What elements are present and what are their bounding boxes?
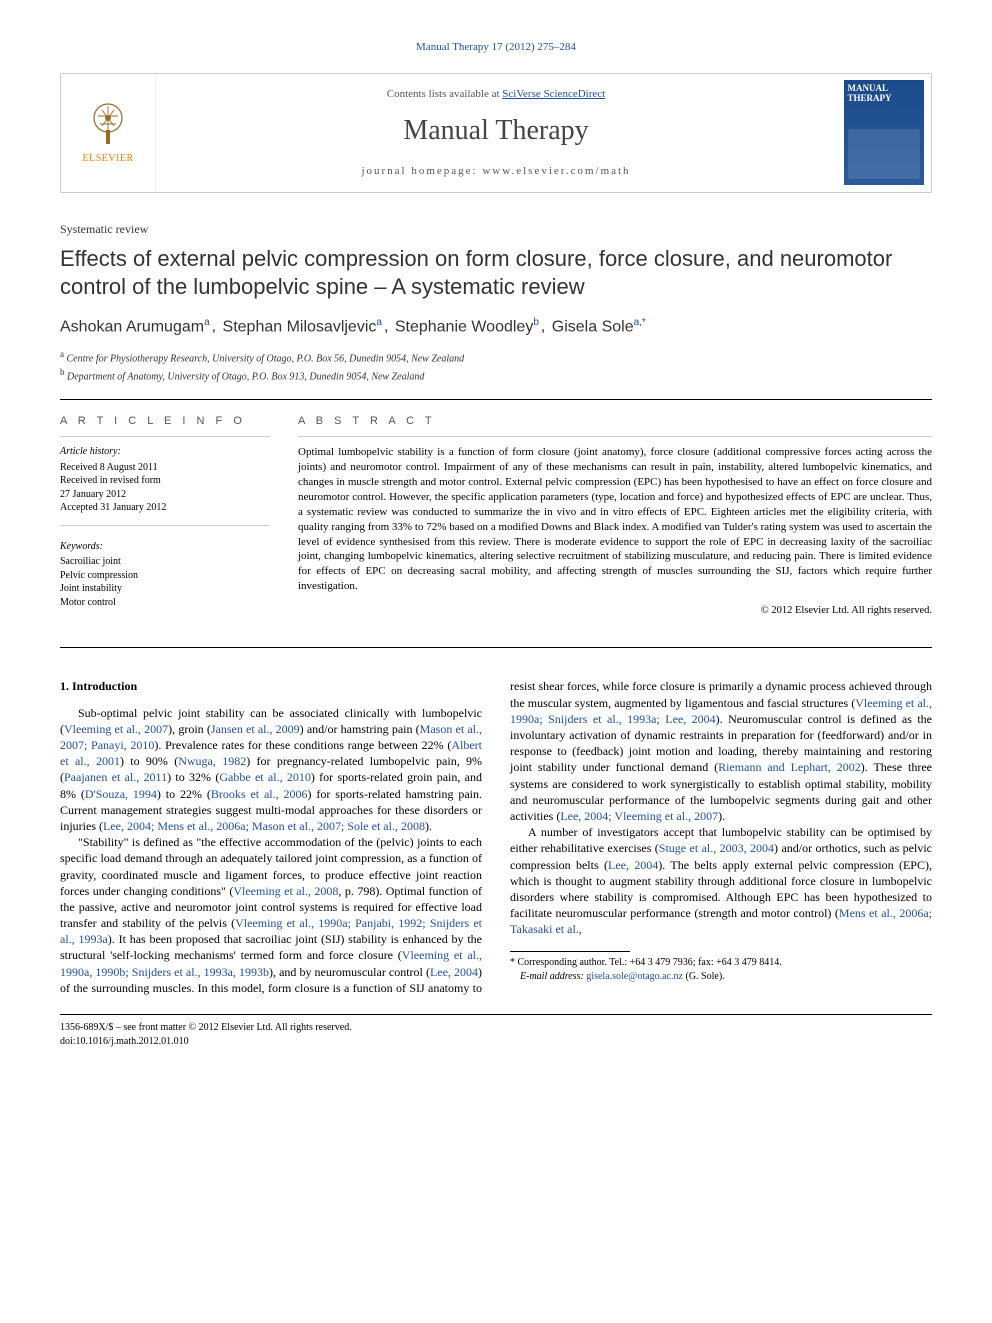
footer-left: 1356-689X/$ – see front matter © 2012 El… <box>60 1021 352 1048</box>
history-line-1: Received 8 August 2011 <box>60 461 270 475</box>
masthead: ELSEVIER Contents lists available at Sci… <box>60 73 932 193</box>
keyword-2: Pelvic compression <box>60 569 270 583</box>
email-who: (G. Sole). <box>683 971 725 982</box>
homepage-prefix: journal homepage: <box>361 165 482 177</box>
abstract: A B S T R A C T Optimal lumbopelvic stab… <box>298 414 932 634</box>
keyword-3: Joint instability <box>60 582 270 596</box>
journal-cover-thumb: MANUAL THERAPY <box>844 80 924 185</box>
footer-front-matter: 1356-689X/$ – see front matter © 2012 El… <box>60 1021 352 1035</box>
keyword-1: Sacroiliac joint <box>60 555 270 569</box>
cite-11[interactable]: Vleeming et al., 2008 <box>233 884 338 898</box>
footnote-separator <box>510 951 630 952</box>
history-line-3: 27 January 2012 <box>60 488 270 502</box>
cite-6[interactable]: Paajanen et al., 2011 <box>64 770 167 784</box>
cite-14[interactable]: Lee, 2004 <box>430 965 478 979</box>
author-1: Ashokan Arumugam <box>60 318 204 335</box>
cite-1[interactable]: Vleeming et al., 2007 <box>64 722 168 736</box>
keyword-4: Motor control <box>60 596 270 610</box>
cite-9[interactable]: Brooks et al., 2006 <box>211 787 308 801</box>
corresponding-email[interactable]: gisela.sole@otago.ac.nz <box>586 971 683 982</box>
keywords-label: Keywords: <box>60 540 270 554</box>
author-2: Stephan Milosavljevic <box>223 318 377 335</box>
article-info: A R T I C L E I N F O Article history: R… <box>60 414 270 634</box>
author-list: Ashokan Arumugama, Stephan Milosavljevic… <box>60 316 932 338</box>
article-history-block: Article history: Received 8 August 2011 … <box>60 445 270 526</box>
masthead-center: Contents lists available at SciVerse Sci… <box>156 74 836 192</box>
keywords-block: Keywords: Sacroiliac joint Pelvic compre… <box>60 540 270 620</box>
cite-18[interactable]: Stuge et al., 2003, 2004 <box>659 841 774 855</box>
info-rule-1 <box>60 436 270 437</box>
cite-19[interactable]: Lee, 2004 <box>608 858 658 872</box>
t: ). <box>718 809 725 823</box>
cite-7[interactable]: Gabbe et al., 2010 <box>219 770 311 784</box>
history-line-2: Received in revised form <box>60 474 270 488</box>
cite-5[interactable]: Nwuga, 1982 <box>178 754 246 768</box>
publisher-logo-block: ELSEVIER <box>61 74 156 192</box>
t: ). <box>425 819 432 833</box>
abstract-heading: A B S T R A C T <box>298 414 932 429</box>
cite-8[interactable]: D'Souza, 1994 <box>85 787 157 801</box>
rule-bottom <box>60 647 932 648</box>
affiliations: a Centre for Physiotherapy Research, Uni… <box>60 348 932 385</box>
email-label: E-mail address: <box>520 971 586 982</box>
author-3-aff: b <box>533 317 539 328</box>
abstract-text: Optimal lumbopelvic stability is a funct… <box>298 445 932 593</box>
history-line-4: Accepted 31 January 2012 <box>60 501 270 515</box>
author-4-aff: a,* <box>634 317 646 328</box>
abstract-copyright: © 2012 Elsevier Ltd. All rights reserved… <box>298 604 932 618</box>
elsevier-tree-icon <box>84 100 132 148</box>
author-1-aff: a <box>204 317 210 328</box>
journal-homepage: journal homepage: www.elsevier.com/math <box>361 164 630 179</box>
journal-name: Manual Therapy <box>403 112 588 150</box>
header-citation: Manual Therapy 17 (2012) 275–284 <box>60 40 932 55</box>
t: ). Prevalence rates for these conditions… <box>154 738 451 752</box>
footnotes: * Corresponding author. Tel.: +64 3 479 … <box>510 956 932 983</box>
intro-para-1: Sub-optimal pelvic joint stability can b… <box>60 705 482 835</box>
contents-prefix: Contents lists available at <box>387 88 502 100</box>
intro-para-3: A number of investigators accept that lu… <box>510 824 932 937</box>
history-label: Article history: <box>60 445 270 459</box>
cover-thumb-block: MANUAL THERAPY <box>836 74 931 192</box>
footer-bar: 1356-689X/$ – see front matter © 2012 El… <box>60 1014 932 1048</box>
author-2-aff: a <box>376 317 382 328</box>
corresponding-author: * Corresponding author. Tel.: +64 3 479 … <box>510 956 932 970</box>
footer-doi: doi:10.1016/j.math.2012.01.010 <box>60 1035 352 1049</box>
t: ) to 22% ( <box>157 787 211 801</box>
cite-2[interactable]: Jansen et al., 2009 <box>211 722 300 736</box>
t: ) to 90% ( <box>120 754 178 768</box>
t: ). It has been proposed that sacroiliac … <box>108 932 403 946</box>
affiliation-b-text: Department of Anatomy, University of Ota… <box>67 372 424 383</box>
info-abstract-row: A R T I C L E I N F O Article history: R… <box>60 414 932 634</box>
sciencedirect-link[interactable]: SciVerse ScienceDirect <box>502 88 605 100</box>
corresponding-email-line: E-mail address: gisela.sole@otago.ac.nz … <box>510 970 932 984</box>
cite-17[interactable]: Lee, 2004; Vleeming et al., 2007 <box>560 809 718 823</box>
cite-10[interactable]: Lee, 2004; Mens et al., 2006a; Mason et … <box>103 819 425 833</box>
cover-thumb-title: MANUAL THERAPY <box>848 84 920 104</box>
cite-16[interactable]: Riemann and Lephart, 2002 <box>718 760 861 774</box>
affiliation-b: b Department of Anatomy, University of O… <box>60 366 932 384</box>
rule-top <box>60 399 932 400</box>
t: ), groin ( <box>168 722 211 736</box>
affiliation-a: a Centre for Physiotherapy Research, Uni… <box>60 348 932 366</box>
contents-line: Contents lists available at SciVerse Sci… <box>387 87 605 102</box>
affiliation-a-text: Centre for Physiotherapy Research, Unive… <box>67 353 465 364</box>
body-columns: 1. Introduction Sub-optimal pelvic joint… <box>60 678 932 996</box>
abstract-rule <box>298 436 932 437</box>
intro-heading: 1. Introduction <box>60 678 482 694</box>
article-info-heading: A R T I C L E I N F O <box>60 414 270 429</box>
t: ) to 32% ( <box>167 770 219 784</box>
article-type: Systematic review <box>60 221 932 237</box>
t: ), and by neuromuscular control ( <box>269 965 430 979</box>
author-4: Gisela Sole <box>552 318 634 335</box>
t: ) and/or hamstring pain ( <box>300 722 420 736</box>
article-title: Effects of external pelvic compression o… <box>60 245 932 300</box>
author-3: Stephanie Woodley <box>395 318 533 335</box>
publisher-name: ELSEVIER <box>82 152 133 166</box>
homepage-url[interactable]: www.elsevier.com/math <box>482 165 630 177</box>
